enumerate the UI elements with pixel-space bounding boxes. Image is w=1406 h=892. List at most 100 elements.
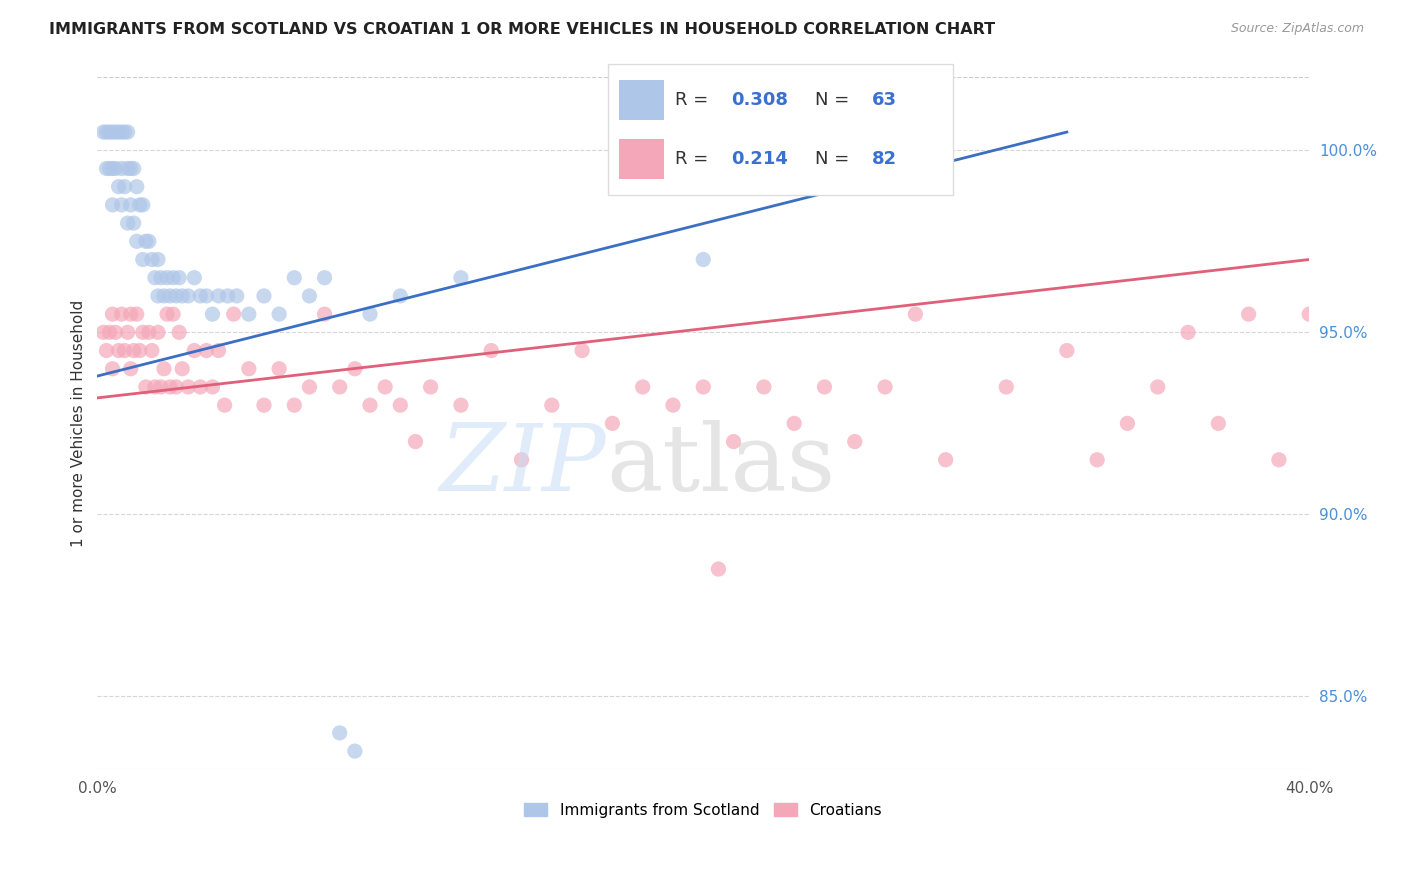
Point <box>146 289 169 303</box>
Point <box>96 125 118 139</box>
Point <box>217 289 239 303</box>
Point <box>138 326 160 340</box>
Point <box>419 380 441 394</box>
Point <box>222 307 245 321</box>
Point <box>114 343 136 358</box>
Y-axis label: 1 or more Vehicles in Household: 1 or more Vehicles in Household <box>72 300 86 547</box>
Point <box>101 307 124 321</box>
Point <box>120 161 142 176</box>
Point <box>159 380 181 394</box>
Point <box>107 343 129 358</box>
Point <box>723 434 745 449</box>
Point <box>1237 307 1260 321</box>
Point <box>165 380 187 394</box>
Text: IMMIGRANTS FROM SCOTLAND VS CROATIAN 1 OR MORE VEHICLES IN HOUSEHOLD CORRELATION: IMMIGRANTS FROM SCOTLAND VS CROATIAN 1 O… <box>49 22 995 37</box>
Point <box>120 361 142 376</box>
Point <box>238 361 260 376</box>
Point <box>149 270 172 285</box>
Point <box>1329 452 1351 467</box>
FancyBboxPatch shape <box>609 63 953 195</box>
Point <box>1208 417 1230 431</box>
Point <box>329 380 352 394</box>
Point <box>128 198 150 212</box>
Text: Source: ZipAtlas.com: Source: ZipAtlas.com <box>1230 22 1364 36</box>
Text: 0.308: 0.308 <box>731 91 789 109</box>
Point <box>156 270 179 285</box>
Point <box>183 270 205 285</box>
Point <box>298 380 321 394</box>
Point <box>162 270 184 285</box>
Point <box>98 326 121 340</box>
Point <box>904 307 927 321</box>
Text: R =: R = <box>675 150 714 168</box>
Point <box>995 380 1018 394</box>
Point <box>110 307 132 321</box>
Point <box>479 343 502 358</box>
Point <box>117 125 139 139</box>
Point <box>117 326 139 340</box>
Point <box>935 452 957 467</box>
Point <box>107 125 129 139</box>
Point <box>117 161 139 176</box>
Point <box>101 125 124 139</box>
Point <box>359 307 381 321</box>
Point <box>201 380 224 394</box>
Point <box>540 398 562 412</box>
Point <box>201 307 224 321</box>
Point <box>104 326 127 340</box>
Point <box>122 161 145 176</box>
Point <box>298 289 321 303</box>
Text: 0.214: 0.214 <box>731 150 787 168</box>
Point <box>128 343 150 358</box>
Point <box>253 398 276 412</box>
Point <box>813 380 835 394</box>
Point <box>692 380 714 394</box>
Text: N =: N = <box>815 91 855 109</box>
Point <box>374 380 396 394</box>
Point <box>195 343 218 358</box>
Point <box>153 361 176 376</box>
Point <box>93 326 115 340</box>
Point <box>110 161 132 176</box>
Point <box>283 270 305 285</box>
Point <box>253 289 276 303</box>
Point <box>1298 307 1320 321</box>
Point <box>107 179 129 194</box>
Legend: Immigrants from Scotland, Croatians: Immigrants from Scotland, Croatians <box>519 797 889 824</box>
Point <box>165 289 187 303</box>
Point <box>1177 326 1199 340</box>
Point <box>177 289 200 303</box>
Point <box>190 380 212 394</box>
Point <box>1146 380 1168 394</box>
Point <box>314 307 336 321</box>
Text: ZIP: ZIP <box>440 420 606 510</box>
Point <box>167 326 190 340</box>
Point <box>662 398 685 412</box>
Point <box>450 270 472 285</box>
Point <box>146 326 169 340</box>
Point <box>101 198 124 212</box>
Point <box>104 161 127 176</box>
Point <box>122 216 145 230</box>
Point <box>214 398 236 412</box>
Point <box>98 125 121 139</box>
Text: R =: R = <box>675 91 714 109</box>
Point <box>120 307 142 321</box>
Text: atlas: atlas <box>606 420 835 510</box>
Point <box>571 343 593 358</box>
Point <box>156 307 179 321</box>
Point <box>159 289 181 303</box>
Point <box>138 235 160 249</box>
Point <box>269 361 291 376</box>
Point <box>135 380 157 394</box>
Point <box>167 270 190 285</box>
Point <box>177 380 200 394</box>
Point <box>96 161 118 176</box>
Point <box>143 270 166 285</box>
Point <box>183 343 205 358</box>
Point <box>125 235 148 249</box>
Point <box>135 235 157 249</box>
Point <box>602 417 624 431</box>
Point <box>153 289 176 303</box>
Point <box>172 361 194 376</box>
